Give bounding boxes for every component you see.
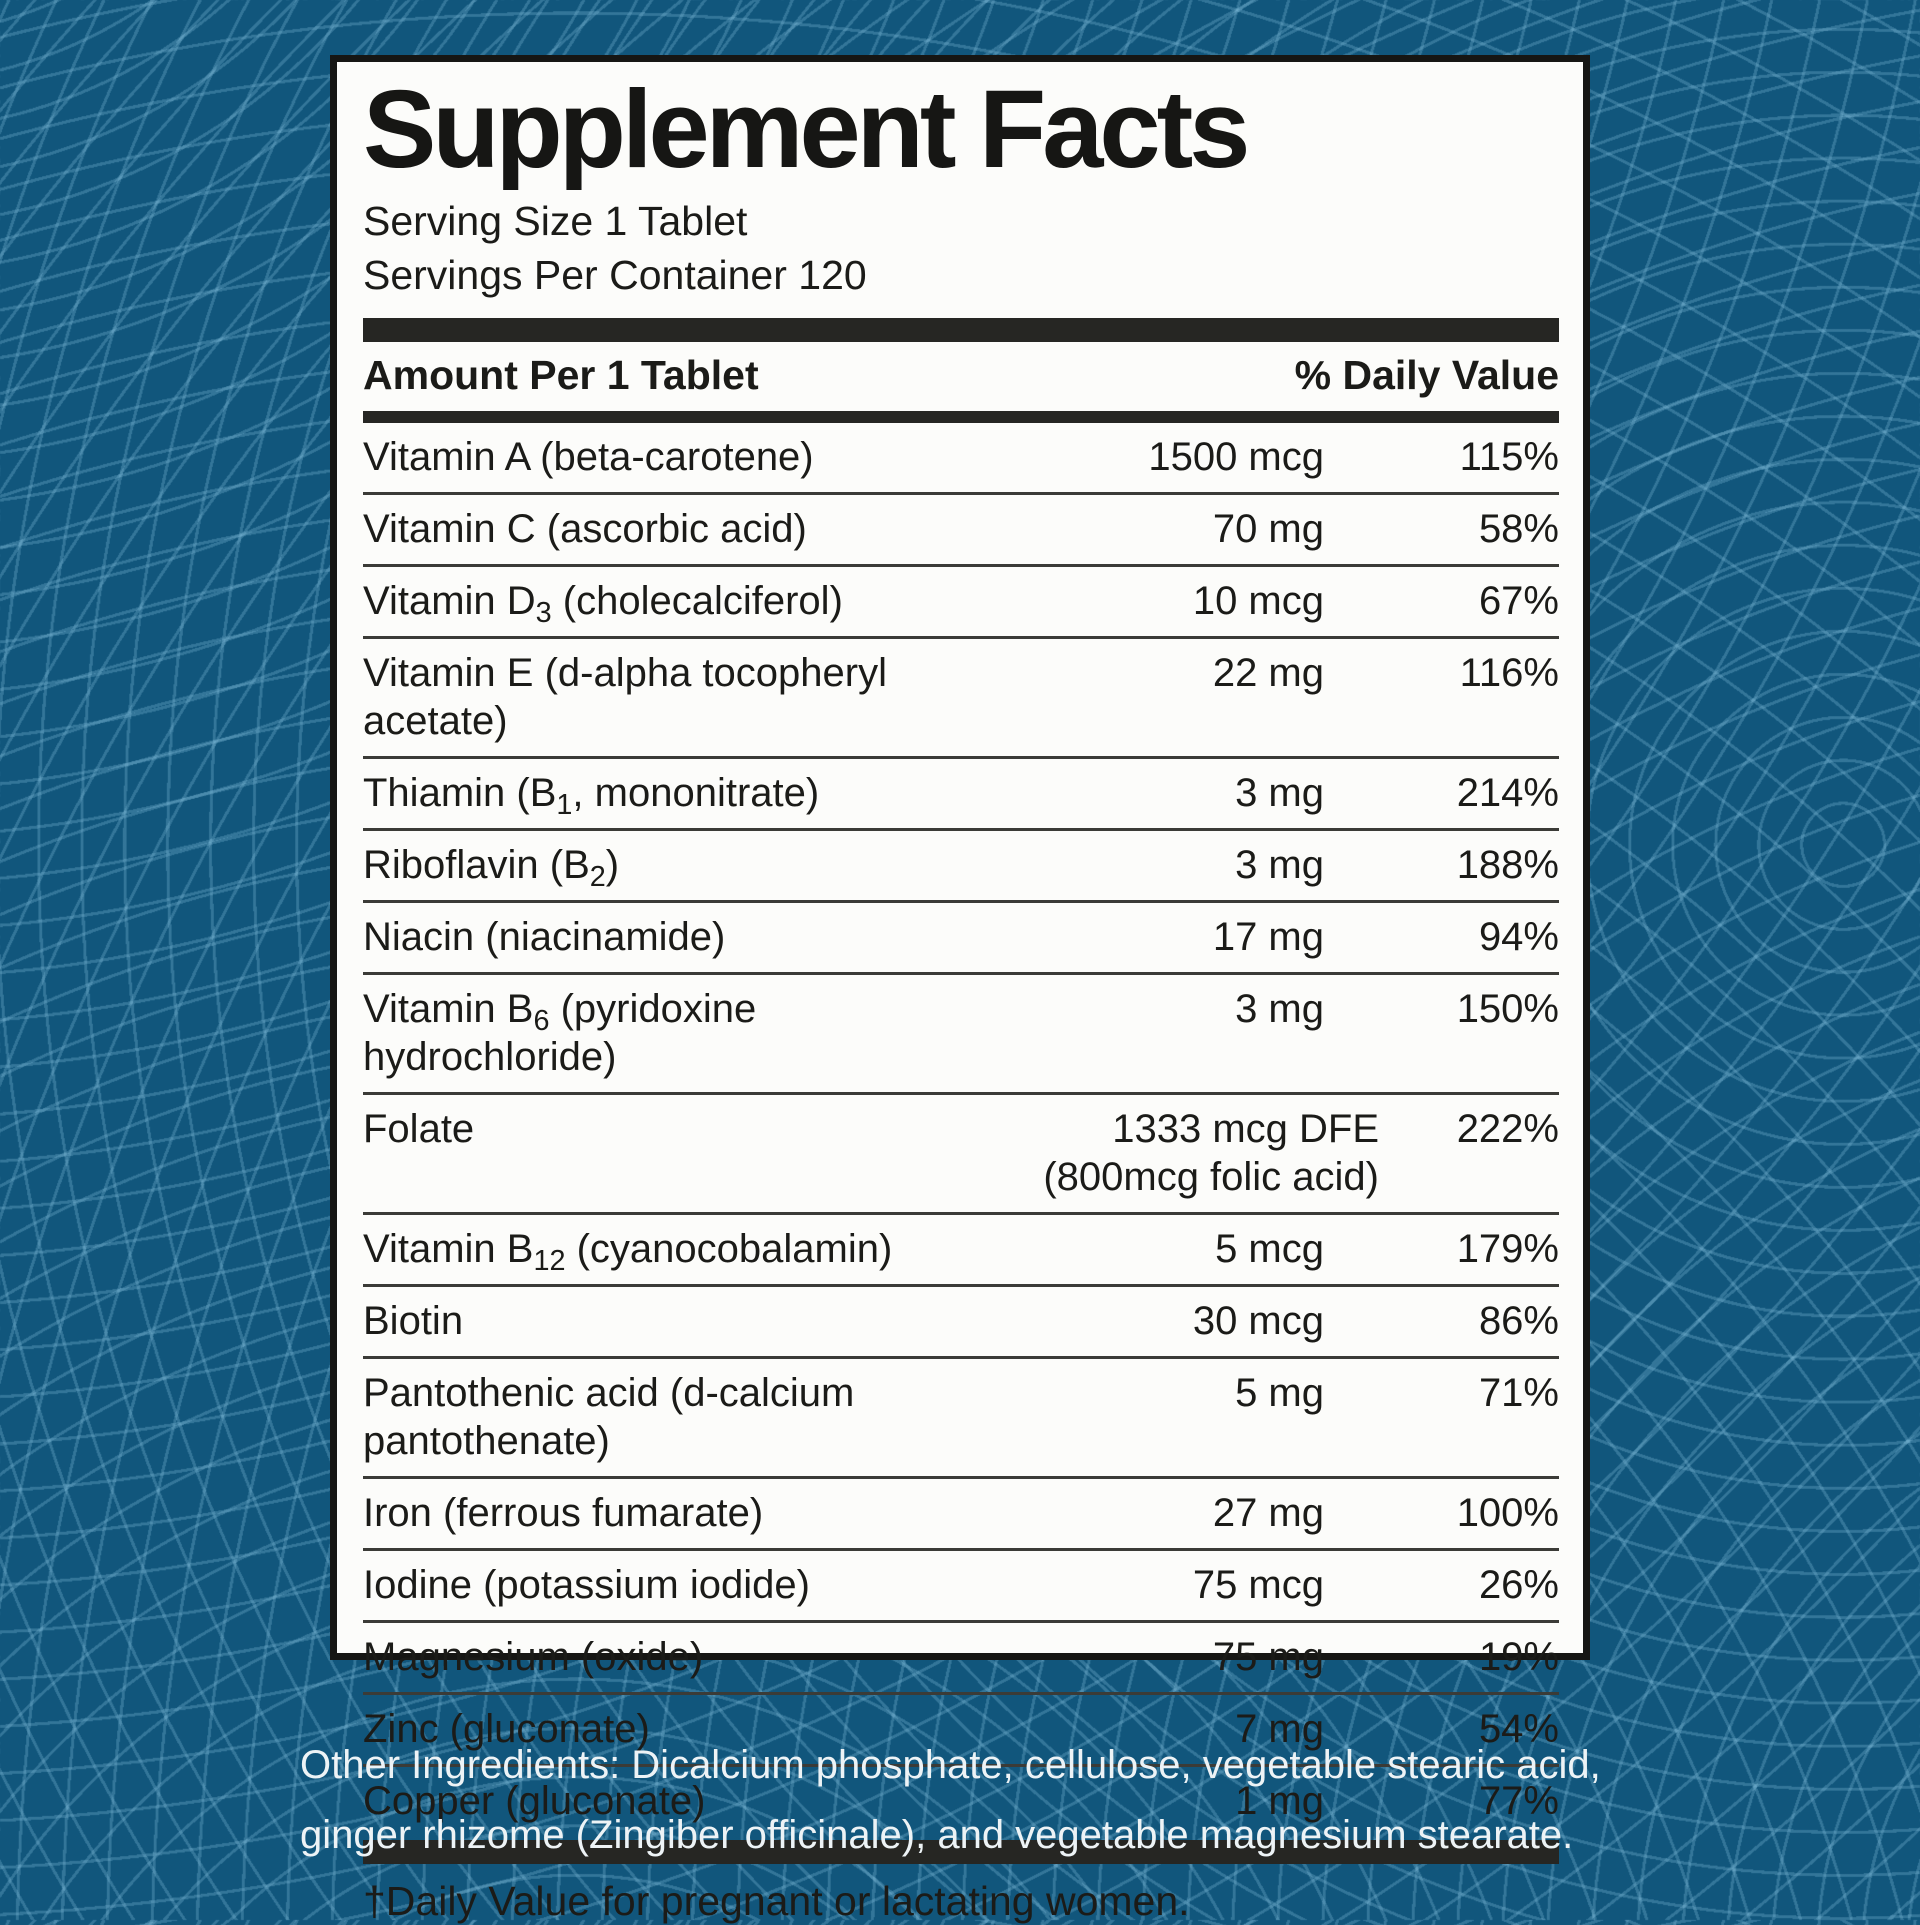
nutrient-daily-value: 77% [1478, 1778, 1559, 1823]
nutrient-amount: 7 mg [1235, 1706, 1324, 1751]
table-row: Iodine (potassium iodide) 75 mcg 26% [363, 1551, 1559, 1623]
table-row: Vitamin C (ascorbic acid) 70 mg 58% [363, 495, 1559, 567]
other-ingredients-text: Other Ingredients: Dicalcium phosphate, … [300, 1743, 1601, 1857]
table-row: Vitamin D3 (cholecalciferol) 10 mcg 67% [363, 567, 1559, 639]
nutrient-rows: Vitamin A (beta-carotene) 1500 mcg 115% Vit… [363, 423, 1559, 1836]
nutrient-amount: 3 mg [1235, 986, 1324, 1031]
nutrient-daily-value: 67% [1478, 578, 1559, 623]
table-row: Copper (gluconate) 1 mg 77% [363, 1767, 1559, 1836]
nutrient-daily-value: 214% [1456, 770, 1559, 815]
nutrient-name: Vitamin B6 (pyridoxine hydrochloride) [363, 986, 757, 1079]
supplement-facts-panel: Supplement Facts Serving Size 1 Tablet S… [330, 55, 1590, 1924]
nutrient-amount: 27 mg [1212, 1490, 1324, 1535]
table-row: Vitamin B6 (pyridoxine hydrochloride) 3 m… [363, 975, 1559, 1095]
nutrient-name: Vitamin C (ascorbic acid) [363, 506, 807, 551]
nutrient-amount-secondary: (800mcg folic acid) [1043, 1154, 1379, 1199]
table-row: Zinc (gluconate) 7 mg 54% [363, 1695, 1559, 1767]
nutrient-name: Vitamin B12 (cyanocobalamin) [363, 1226, 893, 1277]
nutrient-amount: 5 mg [1235, 1370, 1324, 1415]
amount-column-header: Amount Per 1 Tablet [363, 351, 759, 398]
servings-per-container: Servings Per Container 120 [363, 251, 867, 298]
table-row: Vitamin A (beta-carotene) 1500 mcg 115% [363, 423, 1559, 495]
nutrient-daily-value: 58% [1478, 506, 1559, 551]
nutrient-daily-value: 179% [1456, 1226, 1559, 1271]
daily-value-footnote: †Daily Value for pregnant or lactating w… [363, 1877, 1190, 1924]
nutrient-amount: 17 mg [1212, 914, 1324, 959]
nutrient-name: Vitamin D3 (cholecalciferol) [363, 578, 843, 629]
nutrient-name: Riboflavin (B2) [363, 842, 620, 893]
panel-title: Supplement Facts [363, 68, 1250, 191]
nutrient-amount: 75 mg [1212, 1634, 1324, 1679]
nutrient-amount: 1333 mcg DFE (800mcg folic acid) [1043, 1106, 1379, 1199]
table-row: Vitamin B12 (cyanocobalamin) 5 mcg 179% [363, 1215, 1559, 1287]
nutrient-amount: 10 mcg [1192, 578, 1324, 623]
table-row: Biotin 30 mcg 86% [363, 1287, 1559, 1359]
table-row: Niacin (niacinamide) 17 mg 94% [363, 903, 1559, 975]
nutrient-amount: 30 mcg [1192, 1298, 1324, 1343]
nutrient-daily-value: 222% [1456, 1106, 1559, 1151]
divider-medium [363, 410, 1559, 423]
nutrient-name: Vitamin E (d-alpha tocopheryl acetate) [363, 650, 887, 743]
nutrient-name: Thiamin (B1, mononitrate) [363, 770, 820, 821]
divider-thick-bottom [363, 1839, 1559, 1864]
nutrient-amount: 5 mcg [1215, 1226, 1324, 1271]
nutrient-daily-value: 116% [1459, 650, 1559, 695]
nutrient-name: Copper (gluconate) [363, 1778, 706, 1823]
nutrient-name: Niacin (niacinamide) [363, 914, 726, 959]
nutrient-daily-value: 71% [1478, 1370, 1559, 1415]
table-row: Magnesium (oxide) 75 mg 19% [363, 1623, 1559, 1695]
serving-size: Serving Size 1 Tablet [363, 197, 748, 244]
table-row: Pantothenic acid (d-calcium pantothenate… [363, 1359, 1559, 1479]
nutrient-daily-value: 150% [1456, 986, 1559, 1031]
table-row: Iron (ferrous fumarate) 27 mg 100% [363, 1479, 1559, 1551]
table-row: Vitamin E (d-alpha tocopheryl acetate) 22… [363, 639, 1559, 759]
table-column-header: Amount Per 1 Tablet % Daily Value [363, 342, 1559, 411]
nutrient-amount: 3 mg [1235, 770, 1324, 815]
nutrient-daily-value: 54% [1478, 1706, 1559, 1751]
nutrient-amount: 1500 mcg [1148, 434, 1324, 479]
nutrient-name: Biotin [363, 1298, 464, 1343]
nutrient-amount: 22 mg [1212, 650, 1324, 695]
nutrient-daily-value: 26% [1478, 1562, 1559, 1607]
nutrient-amount: 75 mcg [1192, 1562, 1324, 1607]
nutrient-name: Vitamin A (beta-carotene) [363, 434, 814, 479]
table-row: Folate 1333 mcg DFE (800mcg folic acid) 222… [363, 1095, 1559, 1215]
nutrient-daily-value: 19% [1478, 1634, 1559, 1679]
nutrient-daily-value: 100% [1456, 1490, 1559, 1535]
nutrient-daily-value: 86% [1478, 1298, 1559, 1343]
daily-value-column-header: % Daily Value [1294, 351, 1559, 398]
nutrient-name: Zinc (gluconate) [363, 1706, 650, 1751]
nutrient-amount: 1 mg [1235, 1778, 1324, 1823]
nutrient-daily-value: 115% [1459, 434, 1559, 479]
table-row: Thiamin (B1, mononitrate) 3 mg 214% [363, 759, 1559, 831]
nutrient-name: Iron (ferrous fumarate) [363, 1490, 764, 1535]
nutrient-daily-value: 94% [1478, 914, 1559, 959]
nutrient-name: Iodine (potassium iodide) [363, 1562, 810, 1607]
nutrient-name: Pantothenic acid (d-calcium pantothenate… [363, 1370, 855, 1463]
nutrient-amount: 70 mg [1212, 506, 1324, 551]
divider-thick-top [363, 317, 1559, 342]
nutrient-name: Folate [363, 1106, 475, 1151]
nutrient-name: Magnesium (oxide) [363, 1634, 704, 1679]
nutrient-amount: 3 mg [1235, 842, 1324, 887]
nutrient-daily-value: 188% [1456, 842, 1559, 887]
table-row: Riboflavin (B2) 3 mg 188% [363, 831, 1559, 903]
